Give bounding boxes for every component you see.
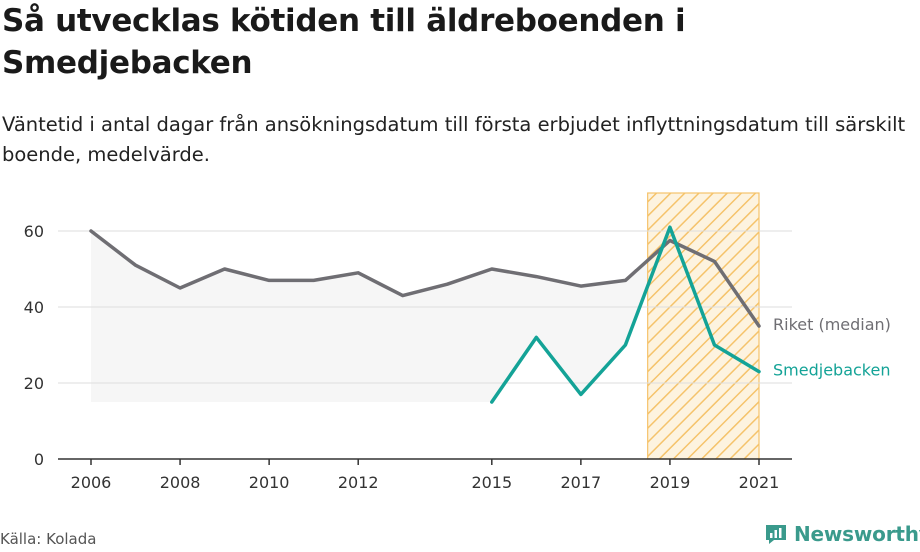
chart-subtitle: Väntetid i antal dagar från ansökningsda… [2, 113, 906, 166]
shaded-band [91, 231, 492, 402]
newsworthy-logo-icon [766, 525, 786, 544]
x-tick-label-2010: 2010 [249, 473, 290, 492]
source-note: Källa: Kolada [0, 530, 97, 548]
y-tick-label-60: 60 [24, 222, 44, 241]
x-tick-label-2019: 2019 [650, 473, 691, 492]
highlight-period [647, 192, 760, 460]
x-tick-label-2008: 2008 [160, 473, 201, 492]
y-tick-label-40: 40 [24, 298, 44, 317]
x-tick-label-2015: 2015 [471, 473, 512, 492]
series-label-riket-median: Riket (median) [773, 315, 891, 334]
brand-name: Newsworthy [794, 522, 920, 546]
x-tick-label-2012: 2012 [338, 473, 379, 492]
series-line-riket-median [89, 229, 761, 328]
x-tick-label-2017: 2017 [561, 473, 602, 492]
brand-logo: Newsworthy [764, 520, 920, 548]
x-tick-label-2006: 2006 [71, 473, 112, 492]
series-label-smedjebacken: Smedjebacken [773, 361, 890, 380]
chart-title: Så utvecklas kötiden till äldreboenden i… [2, 3, 686, 81]
x-tick-label-2021: 2021 [739, 473, 780, 492]
y-tick-label-20: 20 [24, 374, 44, 393]
y-tick-label-0: 0 [34, 450, 44, 469]
